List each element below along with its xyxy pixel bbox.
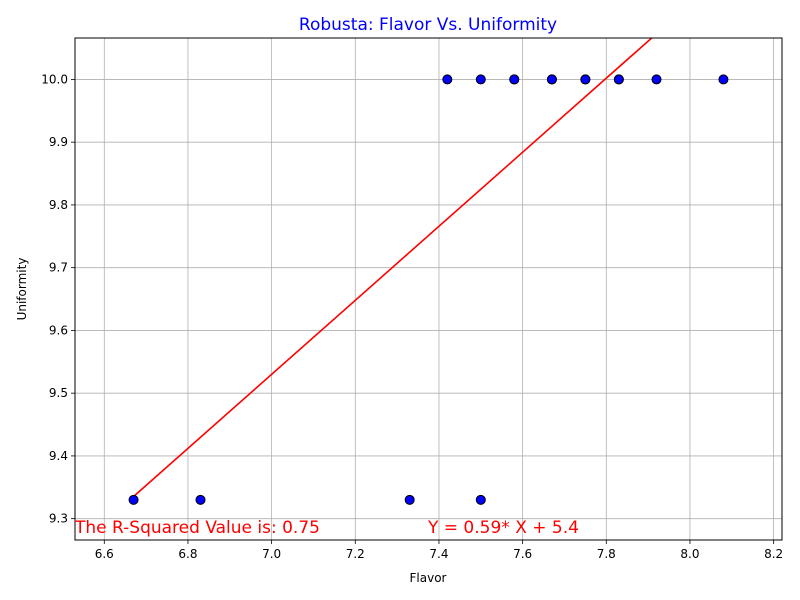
r-squared-annotation: The R-Squared Value is: 0.75 xyxy=(74,518,320,538)
data-point xyxy=(475,74,486,85)
y-tick-label: 9.7 xyxy=(49,261,68,275)
data-point xyxy=(128,494,139,505)
y-tick-label: 9.9 xyxy=(49,135,68,149)
data-point xyxy=(195,494,206,505)
data-point xyxy=(651,74,662,85)
data-point xyxy=(475,494,486,505)
data-point xyxy=(718,74,729,85)
x-tick-label: 7.6 xyxy=(513,547,532,561)
data-point xyxy=(580,74,591,85)
x-tick-label: 7.0 xyxy=(262,547,281,561)
data-point xyxy=(613,74,624,85)
y-tick-label: 9.6 xyxy=(49,323,68,337)
data-point xyxy=(546,74,557,85)
y-tick-label: 10.0 xyxy=(41,72,68,86)
x-tick-label: 7.2 xyxy=(346,547,365,561)
x-tick-label: 6.8 xyxy=(178,547,197,561)
x-tick-label: 8.2 xyxy=(764,547,783,561)
data-point xyxy=(404,494,415,505)
regression-line xyxy=(133,38,653,498)
x-axis-ticks: 6.6 6.8 7.0 7.2 7.4 7.6 7.8 8.0 8.2 xyxy=(95,540,783,561)
y-axis-ticks: 9.3 9.4 9.5 9.6 9.7 9.8 9.9 10.0 xyxy=(41,72,75,526)
y-axis-label: Uniformity xyxy=(15,258,29,321)
y-tick-label: 9.8 xyxy=(49,198,68,212)
regression-equation-annotation: Y = 0.59* X + 5.4 xyxy=(427,518,579,538)
x-axis-label: Flavor xyxy=(410,571,447,585)
y-tick-label: 9.4 xyxy=(49,449,68,463)
regression-layer xyxy=(133,38,653,498)
grid-lines xyxy=(75,38,782,540)
y-tick-label: 9.3 xyxy=(49,512,68,526)
data-point xyxy=(442,74,453,85)
data-points xyxy=(128,74,729,505)
chart-title: Robusta: Flavor Vs. Uniformity xyxy=(299,15,557,35)
x-tick-label: 7.8 xyxy=(597,547,616,561)
x-tick-label: 6.6 xyxy=(95,547,114,561)
data-point xyxy=(509,74,520,85)
y-tick-label: 9.5 xyxy=(49,386,68,400)
x-tick-label: 7.4 xyxy=(429,547,448,561)
plot-frame xyxy=(74,37,783,541)
x-tick-label: 8.0 xyxy=(680,547,699,561)
